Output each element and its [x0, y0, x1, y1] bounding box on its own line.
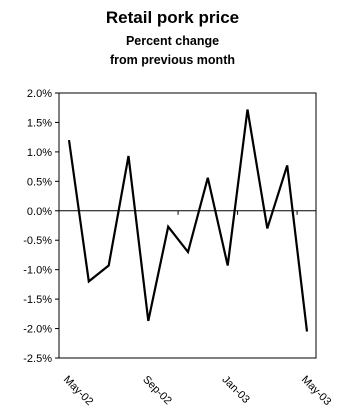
- y-tick-label: 0.0%: [27, 206, 52, 218]
- y-tick-label: 0.5%: [27, 176, 52, 188]
- y-tick-label: -2.5%: [23, 353, 52, 365]
- y-tick-label: -1.0%: [23, 265, 52, 277]
- x-tick-label: Sep-02: [140, 374, 174, 406]
- y-tick-label: 2.0%: [27, 88, 52, 100]
- x-tick-label: May-03: [299, 374, 333, 406]
- plot-frame: [58, 92, 317, 359]
- chart-subtitle-line-2: from previous month: [109, 53, 235, 67]
- series-line: [67, 109, 309, 332]
- y-tick-label: 1.5%: [27, 117, 52, 129]
- y-tick-label: -2.0%: [23, 324, 52, 336]
- x-tick-label: Jan-03: [220, 374, 252, 406]
- chart-title: Retail pork price: [105, 8, 240, 27]
- y-tick-label: -1.5%: [23, 294, 52, 306]
- chart-subtitle-line-1: Percent change: [125, 34, 220, 48]
- y-tick-label: 1.0%: [27, 147, 52, 159]
- y-tick-label: -0.5%: [23, 235, 52, 247]
- x-tick-label: May-02: [61, 374, 95, 406]
